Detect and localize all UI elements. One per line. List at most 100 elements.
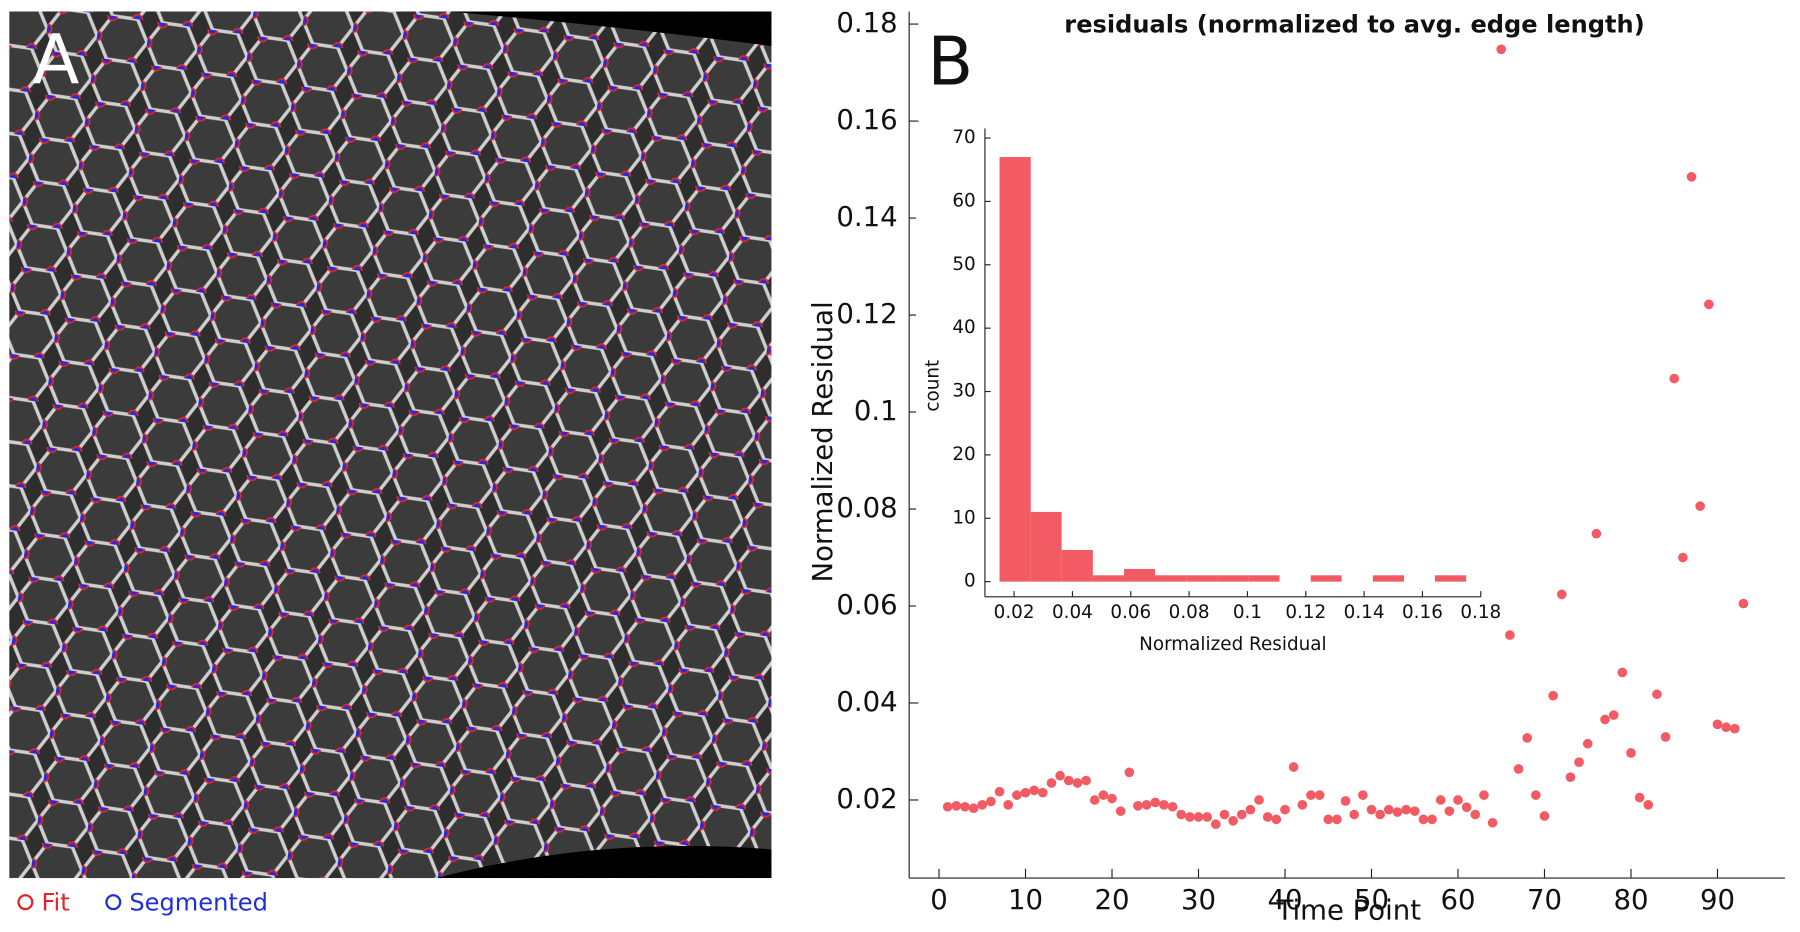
histogram-bar [1061, 549, 1093, 582]
point [1280, 804, 1290, 815]
point [1063, 775, 1074, 786]
point [1574, 757, 1584, 767]
point [1695, 501, 1705, 511]
chart-title: residuals (normalized to avg. edge lengt… [1064, 10, 1644, 38]
point [986, 796, 996, 807]
point [1401, 804, 1411, 815]
point [1738, 598, 1749, 609]
point [1219, 809, 1230, 820]
point [1565, 772, 1576, 783]
x-tick-label: 0.1 [1233, 602, 1262, 623]
point [1358, 790, 1368, 800]
histogram-bar [1434, 575, 1467, 582]
legend-label: Fit [41, 888, 69, 916]
x-tick-label: 40 [1267, 884, 1302, 916]
point [994, 786, 1005, 797]
point [960, 801, 970, 812]
y-tick-label: 20 [952, 444, 975, 465]
x-tick-label: 0.12 [1285, 602, 1326, 623]
y-tick-label: 10 [952, 507, 975, 528]
point [1046, 778, 1057, 788]
inset-chart: 0.02 0.04 0.06 0.08 0.1 0.12 0.14 0.16 0.18 0 10 20… [916, 123, 1501, 673]
point [1375, 809, 1385, 820]
point [1124, 767, 1135, 778]
point [1236, 809, 1247, 820]
point [977, 800, 988, 810]
histogram-bar [1124, 568, 1155, 582]
point [1349, 809, 1360, 820]
point [1150, 797, 1161, 808]
point [1582, 738, 1593, 749]
point [1409, 806, 1420, 816]
point [1089, 795, 1100, 805]
point [1314, 790, 1325, 800]
legend-marker [105, 894, 122, 911]
point [1435, 795, 1446, 805]
histogram-bar [1248, 575, 1280, 582]
legend: Fit Segmented [17, 888, 268, 916]
x-tick-label: 0.16 [1402, 602, 1443, 623]
point [1600, 714, 1610, 725]
x-tick-label: 0.04 [1052, 602, 1093, 623]
panel-b: B residuals (normalized to avg. edge len… [807, 10, 1644, 926]
point [1652, 689, 1662, 700]
point [1271, 814, 1282, 825]
point [1176, 809, 1187, 820]
y-tick-label: 0.08 [836, 492, 897, 524]
histogram-bar [1310, 575, 1342, 582]
point [1210, 819, 1221, 830]
point [1228, 816, 1238, 826]
point [1081, 775, 1091, 786]
x-tick-label: 0.14 [1344, 602, 1385, 623]
x-tick-label: 0.02 [994, 602, 1035, 623]
x-tick-label: 90 [1700, 884, 1735, 916]
point [1660, 732, 1671, 742]
point [1340, 796, 1351, 806]
y-tick-label: 0.06 [836, 589, 897, 621]
y-tick-label: 0.12 [836, 298, 897, 330]
point [1461, 802, 1472, 813]
main-chart: 0 10 20 30 40 50 60 70 80 900.020.040.060.080.10.… [836, 7, 1785, 916]
y-tick-label: 0 [964, 571, 976, 592]
x-axis-label: Normalized Residual [1139, 634, 1327, 655]
point [1037, 787, 1048, 798]
point [1185, 812, 1195, 822]
x-tick-label: 70 [1527, 884, 1562, 916]
point [1323, 814, 1334, 825]
histogram-bar [1092, 575, 1125, 582]
x-tick-label: 20 [1094, 884, 1129, 916]
point [1496, 44, 1507, 55]
point [1608, 710, 1619, 720]
point [1332, 814, 1342, 825]
point [1704, 299, 1714, 310]
point [1539, 811, 1550, 821]
point [1591, 528, 1602, 539]
point [1634, 792, 1645, 803]
point [1678, 552, 1688, 563]
histogram-bar [1217, 575, 1249, 582]
panel-a: A [9, 11, 772, 879]
image-mask [447, 11, 772, 46]
histogram-bar [1372, 575, 1405, 582]
point [1167, 801, 1178, 812]
point [1288, 762, 1299, 772]
x-tick-label: 0 [930, 884, 948, 916]
point [1522, 733, 1533, 743]
point [1479, 790, 1489, 800]
point [1254, 795, 1264, 805]
point [1470, 809, 1481, 820]
point [1548, 690, 1558, 701]
y-tick-label: 0.16 [836, 104, 897, 136]
x-tick-label: 0.18 [1460, 602, 1501, 623]
point [1669, 373, 1680, 384]
panel-label: B [928, 23, 974, 101]
point [1686, 172, 1697, 182]
y-tick-label: 70 [952, 127, 975, 148]
point [942, 801, 953, 812]
legend-marker [17, 894, 34, 911]
x-tick-label: 0.06 [1110, 602, 1151, 623]
point [1556, 589, 1567, 600]
point [1453, 795, 1463, 805]
histogram-bar [1154, 575, 1187, 582]
